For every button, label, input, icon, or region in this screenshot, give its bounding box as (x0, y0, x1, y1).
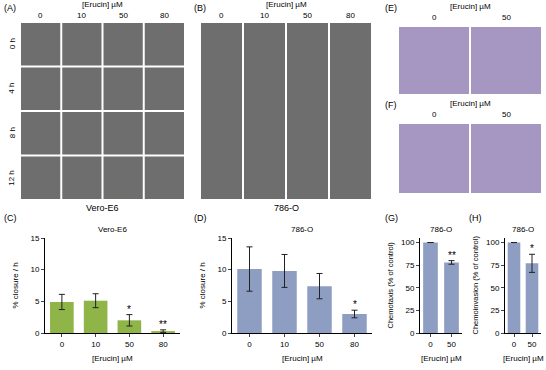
svg-text:786-O: 786-O (291, 225, 313, 234)
svg-text:Vero-E6: Vero-E6 (98, 225, 127, 234)
svg-text:0: 0 (432, 13, 437, 22)
svg-text:50: 50 (125, 340, 134, 349)
svg-text:75: 75 (405, 261, 414, 270)
svg-text:[Erucin] µM: [Erucin] µM (266, 0, 307, 9)
svg-text:0: 0 (35, 329, 40, 338)
svg-text:(E): (E) (385, 3, 397, 13)
svg-text:50: 50 (119, 11, 128, 20)
svg-text:25: 25 (405, 306, 414, 315)
svg-text:50: 50 (405, 284, 414, 293)
svg-text:10: 10 (30, 265, 39, 274)
svg-text:50: 50 (447, 340, 456, 349)
svg-text:786-O: 786-O (274, 203, 299, 213)
svg-text:[Erucin] µM: [Erucin] µM (82, 0, 123, 9)
svg-text:Chemotaxis (% of control): Chemotaxis (% of control) (386, 242, 395, 329)
svg-text:50: 50 (315, 340, 324, 349)
svg-text:0: 0 (432, 110, 437, 119)
svg-text:0: 0 (495, 329, 500, 338)
svg-text:8 h: 8 h (8, 127, 17, 138)
svg-text:4 h: 4 h (7, 83, 16, 94)
svg-text:10: 10 (280, 340, 289, 349)
svg-text:80: 80 (346, 11, 355, 20)
svg-text:[Erucin] µM: [Erucin] µM (92, 354, 133, 363)
svg-text:15: 15 (217, 234, 226, 243)
svg-text:100: 100 (486, 238, 500, 247)
svg-text:0 h: 0 h (8, 38, 17, 49)
svg-text:0: 0 (38, 11, 43, 20)
svg-text:*: * (127, 304, 131, 315)
svg-text:0: 0 (428, 340, 433, 349)
svg-text:10: 10 (217, 265, 226, 274)
svg-text:Chemoinvasion (% of control): Chemoinvasion (% of control) (471, 236, 480, 335)
svg-text:0: 0 (222, 329, 227, 338)
svg-text:10: 10 (260, 11, 269, 20)
svg-text:50: 50 (303, 11, 312, 20)
svg-text:[Erucin] µM: [Erucin] µM (450, 2, 491, 11)
svg-text:(A): (A) (4, 3, 16, 13)
svg-text:(B): (B) (194, 3, 206, 13)
svg-text:Vero-E6: Vero-E6 (86, 203, 119, 213)
svg-text:% closure / h: % closure / h (198, 262, 207, 308)
svg-text:0: 0 (410, 329, 415, 338)
svg-text:50: 50 (528, 340, 537, 349)
svg-text:(D): (D) (194, 213, 207, 223)
svg-text:[Erucin] µM: [Erucin] µM (450, 99, 491, 108)
svg-text:(F): (F) (385, 100, 397, 110)
svg-text:(G): (G) (385, 213, 398, 223)
svg-text:15: 15 (30, 234, 39, 243)
svg-text:786-O: 786-O (430, 225, 452, 234)
svg-text:*: * (353, 299, 357, 310)
svg-text:% closure / h: % closure / h (11, 262, 20, 308)
svg-text:80: 80 (159, 340, 168, 349)
svg-text:[Erucin] µM: [Erucin] µM (421, 354, 462, 363)
svg-text:786-O: 786-O (512, 225, 534, 234)
svg-text:0: 0 (60, 340, 65, 349)
svg-text:100: 100 (401, 238, 415, 247)
svg-text:0: 0 (512, 340, 517, 349)
svg-text:25: 25 (490, 306, 499, 315)
svg-text:5: 5 (35, 297, 40, 306)
svg-text:**: ** (159, 319, 167, 330)
svg-text:**: ** (448, 250, 456, 261)
svg-text:10: 10 (77, 11, 86, 20)
svg-text:80: 80 (350, 340, 359, 349)
svg-text:50: 50 (502, 110, 511, 119)
svg-text:80: 80 (160, 11, 169, 20)
svg-text:(H): (H) (469, 213, 482, 223)
svg-text:50: 50 (502, 13, 511, 22)
svg-text:75: 75 (490, 261, 499, 270)
svg-text:10: 10 (91, 340, 100, 349)
svg-text:0: 0 (219, 11, 224, 20)
svg-text:*: * (530, 243, 534, 254)
svg-text:[Erucin] µM: [Erucin] µM (282, 354, 323, 363)
svg-text:5: 5 (222, 297, 227, 306)
svg-text:[Erucin] µM: [Erucin] µM (503, 354, 544, 363)
svg-text:50: 50 (490, 284, 499, 293)
svg-text:(C): (C) (4, 213, 17, 223)
svg-text:0: 0 (247, 340, 252, 349)
svg-text:12 h: 12 h (7, 170, 16, 186)
